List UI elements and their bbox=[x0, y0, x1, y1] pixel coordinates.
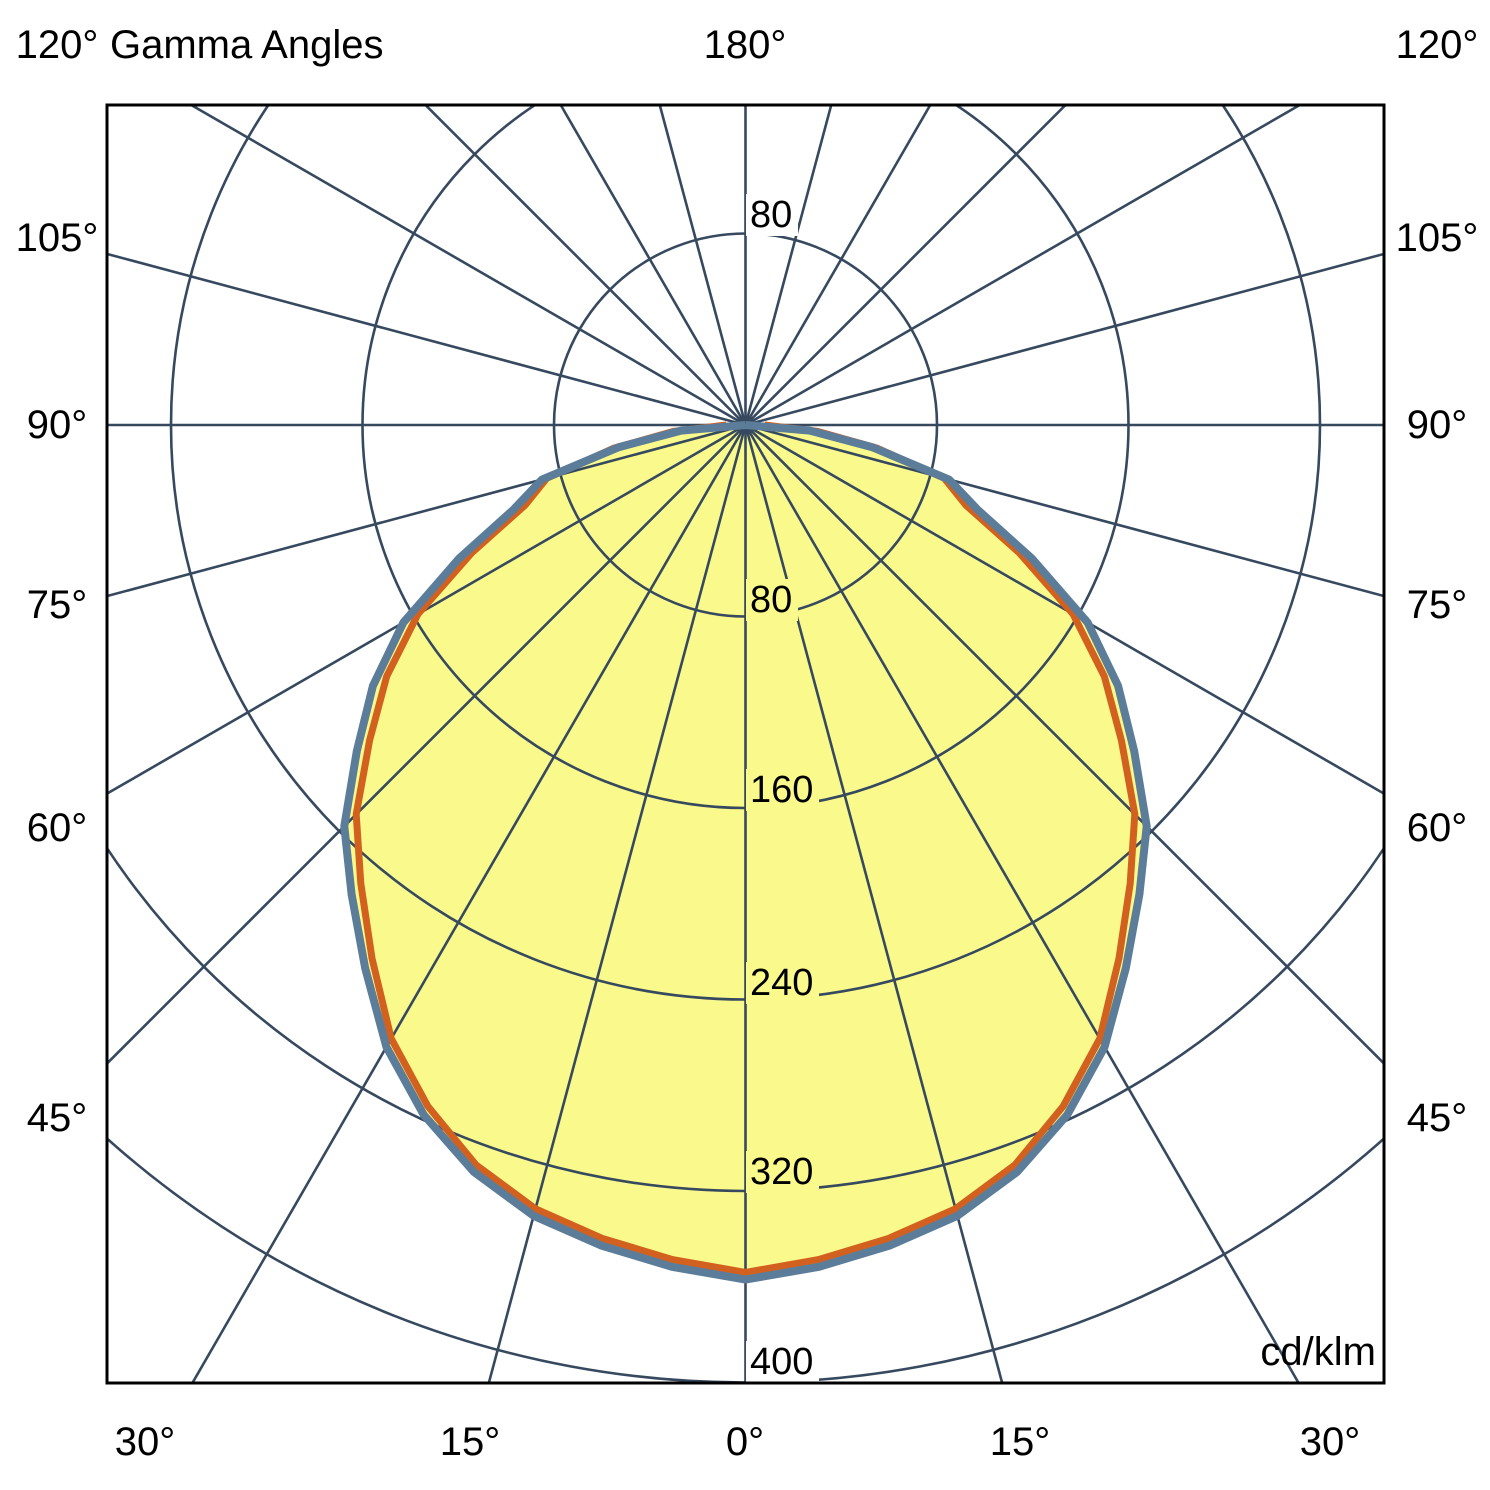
gamma-ray-line bbox=[744, 105, 932, 426]
angle-label-right: 105° bbox=[1396, 216, 1479, 260]
c90-c270-curve bbox=[340, 421, 1151, 1284]
angle-label-left: 90° bbox=[27, 403, 88, 447]
angle-label-left: 75° bbox=[27, 583, 88, 627]
angle-label-top: 180° bbox=[704, 23, 787, 67]
gamma-ray-line bbox=[107, 252, 746, 427]
angle-label-bottom: 15° bbox=[440, 1420, 501, 1464]
angle-label-top: 120° bbox=[1396, 23, 1479, 67]
unit-label: cd/klm bbox=[1260, 1330, 1376, 1374]
gamma-ray-line bbox=[559, 105, 747, 426]
gamma-ray-line bbox=[744, 423, 1384, 796]
ring-label-bg bbox=[746, 194, 798, 236]
gamma-ray-line bbox=[744, 424, 1384, 1066]
gamma-ray-line bbox=[107, 423, 747, 796]
angle-label-left: 60° bbox=[27, 806, 88, 850]
plot-frame bbox=[105, 103, 1386, 1385]
gamma-ray-line bbox=[190, 424, 747, 1383]
angle-label-bottom: 30° bbox=[1300, 1420, 1361, 1464]
c0-c180-curve bbox=[352, 421, 1139, 1276]
ring-value-label: 80 bbox=[750, 579, 792, 621]
gamma-ray-line bbox=[744, 424, 1301, 1383]
gamma-ray-line bbox=[744, 105, 1068, 426]
gamma-ray-line bbox=[107, 423, 746, 598]
gamma-ray-line bbox=[744, 105, 833, 426]
ring-value-label: 320 bbox=[750, 1151, 813, 1193]
ring-label-bg bbox=[746, 1341, 819, 1383]
gamma-ray-line bbox=[188, 105, 747, 427]
angle-label-left: 105° bbox=[16, 216, 99, 260]
gamma-ray-line bbox=[745, 252, 1384, 427]
gamma-ray-line bbox=[658, 105, 747, 426]
angle-label-top: 120° bbox=[16, 23, 99, 67]
angle-label-right: 90° bbox=[1407, 403, 1468, 447]
chart-title: Gamma Angles bbox=[110, 23, 383, 67]
gamma-ray-line bbox=[745, 423, 1384, 598]
ring-value-label: 240 bbox=[750, 962, 813, 1004]
gamma-ray-line bbox=[107, 424, 747, 1066]
angle-label-right: 60° bbox=[1407, 806, 1468, 850]
angle-label-bottom: 30° bbox=[115, 1420, 176, 1464]
ring-value-label: 80 bbox=[750, 194, 792, 236]
ring-label-bg bbox=[746, 1151, 819, 1193]
angle-label-left: 45° bbox=[27, 1096, 88, 1140]
angle-label-right: 45° bbox=[1407, 1096, 1468, 1140]
angle-label-right: 75° bbox=[1407, 583, 1468, 627]
angle-label-bottom: 0° bbox=[726, 1420, 764, 1464]
ring-value-label: 160 bbox=[750, 769, 813, 811]
ring-value-label: 400 bbox=[750, 1341, 813, 1383]
gamma-ray-line bbox=[487, 424, 747, 1383]
gamma-ray-line bbox=[744, 105, 1303, 427]
ring-label-bg bbox=[746, 962, 819, 1004]
ring-label-bg bbox=[746, 579, 798, 621]
gamma-ray-line bbox=[423, 105, 747, 426]
angle-label-bottom: 15° bbox=[990, 1420, 1051, 1464]
gamma-ray-line bbox=[744, 424, 1004, 1383]
ring-label-bg bbox=[746, 769, 819, 811]
